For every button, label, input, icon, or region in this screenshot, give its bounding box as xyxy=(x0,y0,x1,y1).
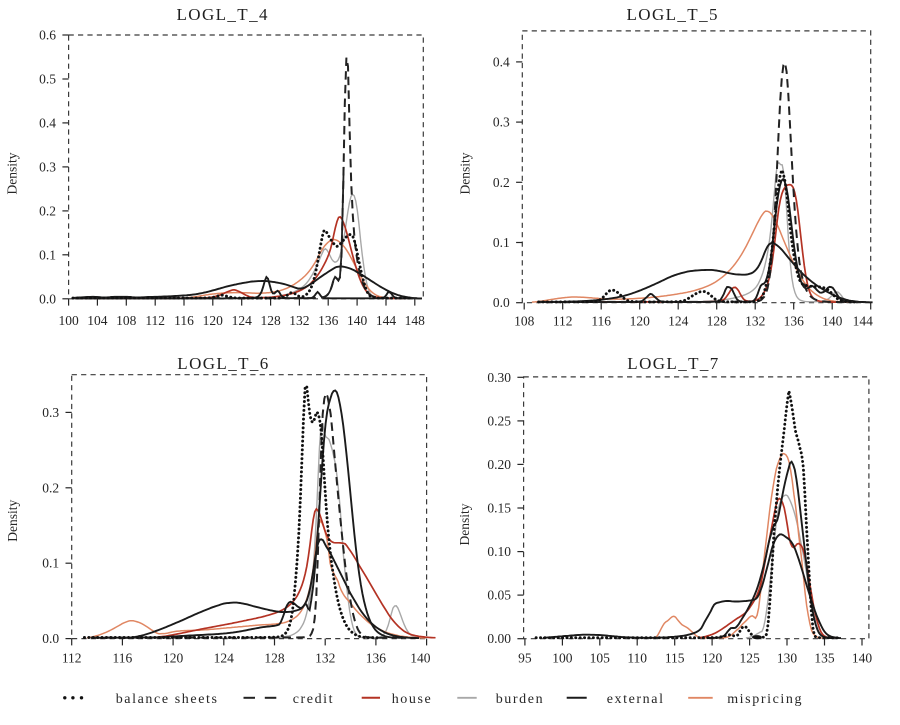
svg-text:132: 132 xyxy=(745,313,765,328)
svg-text:0.3: 0.3 xyxy=(493,115,510,130)
svg-text:110: 110 xyxy=(627,650,647,665)
svg-text:130: 130 xyxy=(777,650,798,665)
svg-text:external: external xyxy=(607,692,665,707)
svg-text:0.5: 0.5 xyxy=(39,72,56,87)
svg-text:0.0: 0.0 xyxy=(42,631,59,646)
svg-text:144: 144 xyxy=(376,313,397,328)
svg-text:0.4: 0.4 xyxy=(493,54,510,69)
svg-text:0.0: 0.0 xyxy=(39,291,56,306)
svg-text:burden: burden xyxy=(496,692,544,707)
svg-text:LOGL_T_7: LOGL_T_7 xyxy=(627,354,719,373)
svg-text:0.00: 0.00 xyxy=(487,631,511,646)
svg-text:136: 136 xyxy=(784,313,805,328)
svg-text:credit: credit xyxy=(293,692,334,707)
svg-text:mispricing: mispricing xyxy=(727,692,803,707)
svg-text:100: 100 xyxy=(552,650,573,665)
svg-text:116: 116 xyxy=(174,313,194,328)
svg-text:105: 105 xyxy=(590,650,611,665)
svg-text:128: 128 xyxy=(707,313,728,328)
svg-text:0.1: 0.1 xyxy=(42,556,59,571)
svg-text:124: 124 xyxy=(232,313,253,328)
svg-text:0.25: 0.25 xyxy=(487,413,511,428)
svg-text:0.4: 0.4 xyxy=(39,115,56,130)
svg-text:124: 124 xyxy=(668,313,689,328)
svg-text:140: 140 xyxy=(822,313,843,328)
svg-text:house: house xyxy=(392,692,433,707)
svg-text:Density: Density xyxy=(5,499,20,541)
svg-text:112: 112 xyxy=(62,650,82,665)
svg-text:0.20: 0.20 xyxy=(487,457,511,472)
svg-text:0.1: 0.1 xyxy=(493,235,510,250)
svg-text:Density: Density xyxy=(457,503,472,545)
svg-text:Density: Density xyxy=(5,152,20,194)
svg-text:115: 115 xyxy=(665,650,685,665)
svg-text:0.2: 0.2 xyxy=(39,203,56,218)
svg-text:140: 140 xyxy=(410,650,431,665)
svg-text:124: 124 xyxy=(214,650,235,665)
svg-text:0.3: 0.3 xyxy=(42,405,59,420)
svg-text:0.30: 0.30 xyxy=(487,370,511,385)
svg-text:120: 120 xyxy=(163,650,184,665)
svg-text:120: 120 xyxy=(630,313,651,328)
svg-text:112: 112 xyxy=(145,313,165,328)
svg-text:LOGL_T_5: LOGL_T_5 xyxy=(626,5,718,24)
svg-text:128: 128 xyxy=(264,650,285,665)
svg-text:132: 132 xyxy=(289,313,309,328)
svg-text:0.6: 0.6 xyxy=(39,28,56,43)
svg-text:0.05: 0.05 xyxy=(487,588,511,603)
svg-text:148: 148 xyxy=(405,313,426,328)
svg-text:LOGL_T_6: LOGL_T_6 xyxy=(177,354,269,373)
svg-text:132: 132 xyxy=(315,650,335,665)
svg-text:128: 128 xyxy=(260,313,281,328)
svg-text:116: 116 xyxy=(591,313,611,328)
svg-text:0.1: 0.1 xyxy=(39,247,56,262)
svg-text:0.2: 0.2 xyxy=(493,175,510,190)
svg-text:0.3: 0.3 xyxy=(39,159,56,174)
svg-text:0.15: 0.15 xyxy=(487,501,511,516)
svg-text:108: 108 xyxy=(116,313,137,328)
svg-text:112: 112 xyxy=(553,313,573,328)
svg-text:116: 116 xyxy=(113,650,133,665)
svg-text:120: 120 xyxy=(702,650,723,665)
svg-text:136: 136 xyxy=(366,650,387,665)
svg-text:120: 120 xyxy=(203,313,224,328)
svg-text:108: 108 xyxy=(514,313,535,328)
svg-text:LOGL_T_4: LOGL_T_4 xyxy=(176,5,268,24)
svg-text:144: 144 xyxy=(853,313,874,328)
svg-text:125: 125 xyxy=(739,650,760,665)
svg-text:Density: Density xyxy=(457,152,472,194)
svg-text:140: 140 xyxy=(347,313,368,328)
svg-text:balance sheets: balance sheets xyxy=(116,692,219,707)
svg-text:0.2: 0.2 xyxy=(42,480,59,495)
svg-text:95: 95 xyxy=(518,650,532,665)
svg-text:136: 136 xyxy=(318,313,339,328)
svg-text:135: 135 xyxy=(814,650,835,665)
svg-text:100: 100 xyxy=(58,313,79,328)
svg-text:0.0: 0.0 xyxy=(493,295,510,310)
svg-text:104: 104 xyxy=(87,313,108,328)
svg-text:0.10: 0.10 xyxy=(487,544,511,559)
svg-text:140: 140 xyxy=(852,650,873,665)
